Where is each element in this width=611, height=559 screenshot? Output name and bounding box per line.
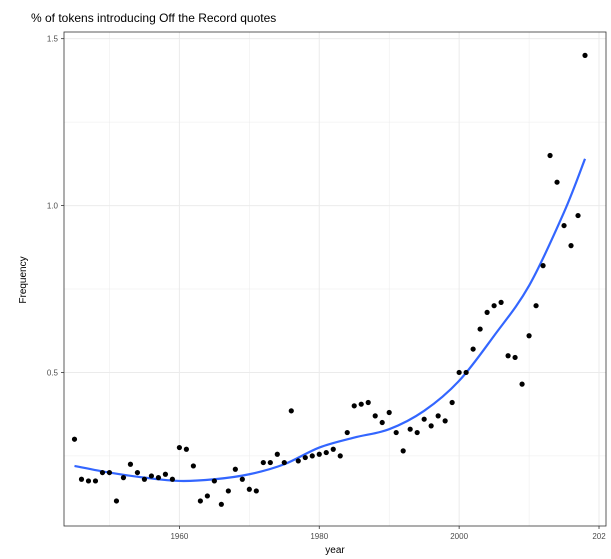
- x-tick-label: 2000: [450, 532, 468, 541]
- axis-ticks: 1960 1980 2000 202 0.5 1.0 1.5: [47, 35, 606, 541]
- data-point: [267, 459, 273, 466]
- data-point: [386, 409, 392, 416]
- data-point: [365, 399, 371, 406]
- data-point: [71, 436, 78, 442]
- smooth-curve-layer: [74, 158, 587, 483]
- data-point: [99, 469, 106, 476]
- data-point: [323, 449, 329, 456]
- x-tick-label: 1960: [170, 532, 188, 541]
- data-point: [512, 354, 518, 361]
- y-tick-label: 1.0: [47, 202, 59, 211]
- data-point: [442, 418, 448, 424]
- data-point: [148, 473, 155, 479]
- data-point: [106, 469, 113, 476]
- data-point: [358, 401, 364, 407]
- y-tick-label: 0.5: [47, 368, 59, 377]
- data-point: [260, 459, 266, 466]
- grid-lines: [64, 32, 606, 526]
- y-tick-label: 1.5: [47, 35, 59, 44]
- data-point: [78, 476, 85, 482]
- data-point: [309, 453, 315, 459]
- data-point: [519, 381, 525, 387]
- data-point: [155, 475, 162, 481]
- x-tick-label: 202: [592, 532, 606, 541]
- data-point: [344, 429, 350, 436]
- data-point: [400, 448, 406, 454]
- data-point: [232, 466, 238, 472]
- x-tick-label: 1980: [310, 532, 328, 541]
- data-point: [113, 498, 120, 504]
- data-point: [204, 493, 210, 499]
- data-point: [316, 451, 322, 457]
- data-point: [85, 478, 92, 484]
- data-point: [134, 469, 141, 476]
- data-point: [274, 451, 280, 457]
- data-point: [281, 459, 287, 466]
- data-point: [197, 498, 203, 504]
- smooth-trend-line: [74, 158, 587, 483]
- data-point: [183, 446, 189, 452]
- data-point: [470, 346, 476, 352]
- data-point: [288, 408, 294, 414]
- data-point: [169, 476, 175, 482]
- data-point: [526, 333, 532, 339]
- data-point: [498, 299, 504, 305]
- data-point: [225, 488, 231, 494]
- data-point: [246, 486, 252, 492]
- x-axis-title: year: [325, 545, 345, 556]
- data-point: [351, 403, 357, 409]
- data-point: [253, 488, 259, 494]
- data-point: [92, 478, 99, 484]
- data-point: [463, 369, 469, 376]
- y-axis-title: Frequency: [18, 256, 29, 303]
- chart-title: % of tokens introducing Off the Record q…: [31, 11, 276, 25]
- data-point: [477, 326, 483, 332]
- data-point: [533, 303, 539, 309]
- plot-panel-border: [63, 31, 607, 527]
- data-point: [547, 152, 553, 159]
- data-point: [421, 416, 427, 422]
- data-point: [211, 478, 217, 484]
- data-point: [330, 446, 336, 452]
- data-point: [505, 353, 511, 359]
- data-point: [239, 476, 245, 482]
- data-point: [414, 429, 420, 436]
- plot-panel: [64, 32, 606, 526]
- data-point: [449, 399, 455, 406]
- data-point: [407, 426, 413, 432]
- data-point: [190, 463, 196, 469]
- data-point: [295, 458, 301, 464]
- data-point: [456, 369, 462, 376]
- data-point: [218, 501, 224, 507]
- data-point: [120, 475, 127, 481]
- data-point: [540, 263, 546, 269]
- data-point: [162, 471, 169, 477]
- data-point: [575, 212, 581, 219]
- data-point: [491, 303, 497, 309]
- data-point: [582, 52, 588, 58]
- data-point: [484, 309, 490, 315]
- data-point: [561, 222, 567, 229]
- data-point: [337, 453, 343, 459]
- data-point: [379, 419, 385, 426]
- data-point: [141, 476, 148, 482]
- data-point: [127, 461, 134, 467]
- data-point: [568, 243, 574, 249]
- data-point: [372, 413, 378, 419]
- data-point: [428, 423, 434, 429]
- data-points-layer: [71, 52, 588, 507]
- data-point: [435, 413, 441, 419]
- data-point: [302, 454, 308, 461]
- data-point: [554, 179, 560, 185]
- data-point: [393, 429, 399, 436]
- data-point: [176, 444, 182, 451]
